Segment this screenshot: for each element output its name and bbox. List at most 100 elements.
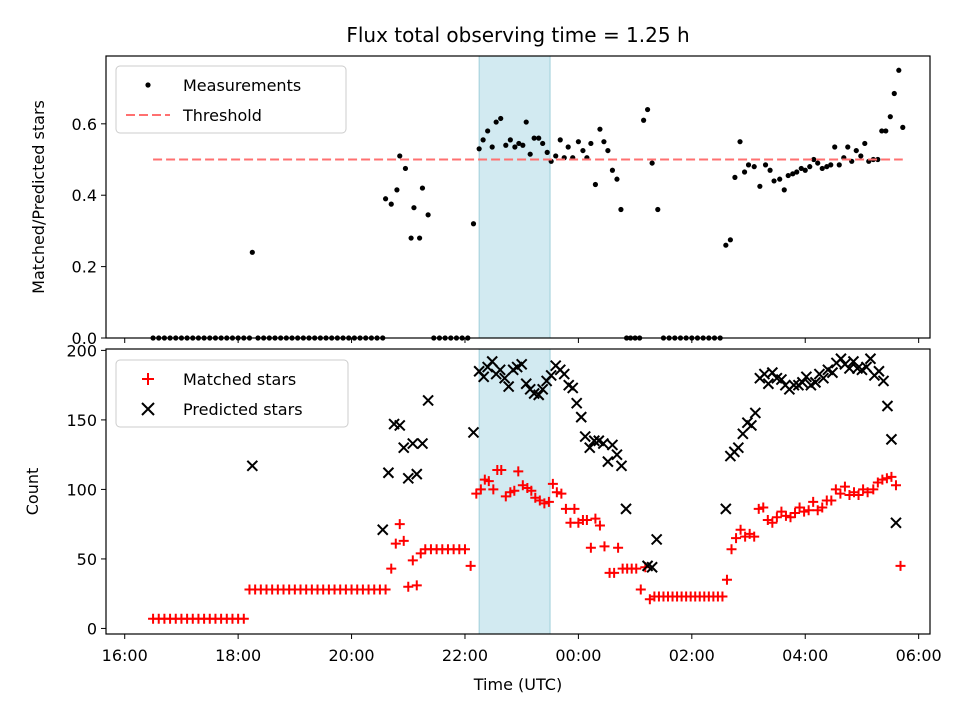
data-point <box>567 382 579 394</box>
data-point <box>498 372 511 384</box>
data-point <box>536 383 549 396</box>
data-point <box>877 474 888 485</box>
data-point <box>503 142 509 148</box>
data-point <box>873 365 885 377</box>
data-point <box>496 464 507 475</box>
x-tick-label: 20:00 <box>329 646 375 665</box>
data-point <box>425 212 431 218</box>
data-point <box>811 156 817 163</box>
y-tick-label: 0.4 <box>72 186 97 205</box>
data-point <box>824 164 830 170</box>
data-point <box>900 124 906 130</box>
data-point <box>635 584 646 595</box>
observing-window-span <box>478 55 551 339</box>
legend-box <box>115 65 347 134</box>
data-point <box>881 473 892 484</box>
data-point <box>411 468 423 480</box>
data-point <box>520 142 526 148</box>
data-point <box>890 480 901 491</box>
data-point <box>581 515 592 525</box>
data-point <box>551 487 562 498</box>
x-axis-label: Time (UTC) <box>473 675 562 694</box>
data-point <box>480 137 486 143</box>
data-point <box>459 544 470 555</box>
data-point <box>611 448 623 461</box>
data-point <box>558 368 570 380</box>
data-point <box>419 185 426 191</box>
data-point <box>531 135 537 141</box>
data-point <box>402 472 414 485</box>
legend: Matched stars Predicted stars <box>115 359 349 428</box>
data-point <box>606 439 619 451</box>
data-point <box>723 242 729 248</box>
data-point <box>896 67 902 73</box>
data-point <box>592 181 599 188</box>
data-point <box>543 496 554 507</box>
data-point <box>749 407 762 419</box>
data-point <box>717 591 728 602</box>
data-point <box>732 174 738 180</box>
data-point <box>758 502 769 513</box>
legend-label: Matched stars <box>183 370 296 389</box>
data-point <box>890 517 902 529</box>
data-point <box>641 117 647 123</box>
data-point <box>853 147 859 154</box>
series-predicted-stars <box>246 353 902 573</box>
data-point <box>780 510 791 521</box>
legend: Measurements Threshold <box>115 65 347 134</box>
data-point <box>422 394 434 407</box>
data-point <box>836 162 842 168</box>
data-point <box>858 153 864 159</box>
data-point <box>417 235 423 241</box>
data-point <box>536 135 542 141</box>
data-point <box>762 378 775 390</box>
data-point <box>570 397 583 409</box>
data-point <box>520 378 532 390</box>
y-tick-label: 150 <box>66 411 97 430</box>
data-point <box>489 144 495 150</box>
y-axis-label: Matched/Predicted stars <box>29 100 48 294</box>
data-point <box>477 371 490 383</box>
y-tick-label: 50 <box>77 550 97 569</box>
data-point <box>588 435 600 447</box>
axes-frame <box>105 55 931 339</box>
data-point <box>527 151 533 157</box>
data-point <box>745 162 752 168</box>
legend-label: Measurements <box>183 76 301 95</box>
data-point <box>817 502 828 513</box>
data-point <box>819 165 825 172</box>
data-point <box>557 137 563 143</box>
data-point <box>515 358 528 371</box>
data-point <box>618 206 624 213</box>
data-point <box>732 441 745 454</box>
data-point <box>720 503 732 515</box>
data-point <box>539 498 550 509</box>
data-point <box>601 139 607 145</box>
data-point <box>726 544 737 555</box>
data-point <box>569 503 580 514</box>
data-point <box>483 476 494 487</box>
data-point <box>631 563 642 574</box>
data-point <box>775 373 788 386</box>
data-point <box>579 430 591 443</box>
data-point <box>544 149 550 155</box>
data-point <box>644 106 651 113</box>
axes-frame <box>105 348 931 635</box>
data-point <box>397 153 403 159</box>
data-point <box>767 517 778 528</box>
data-point <box>817 372 830 384</box>
y-axis-label: Count <box>23 468 42 516</box>
data-point <box>887 114 893 120</box>
legend-marker <box>145 82 151 88</box>
data-point <box>238 613 249 624</box>
data-point <box>398 441 410 454</box>
y-tick-label: 0.6 <box>72 115 97 134</box>
data-point <box>745 419 758 432</box>
data-point <box>585 542 596 553</box>
data-point <box>556 488 567 499</box>
data-point <box>886 471 897 482</box>
data-point <box>249 249 255 255</box>
data-point <box>826 495 837 506</box>
data-point <box>411 205 417 211</box>
data-point <box>509 485 520 496</box>
